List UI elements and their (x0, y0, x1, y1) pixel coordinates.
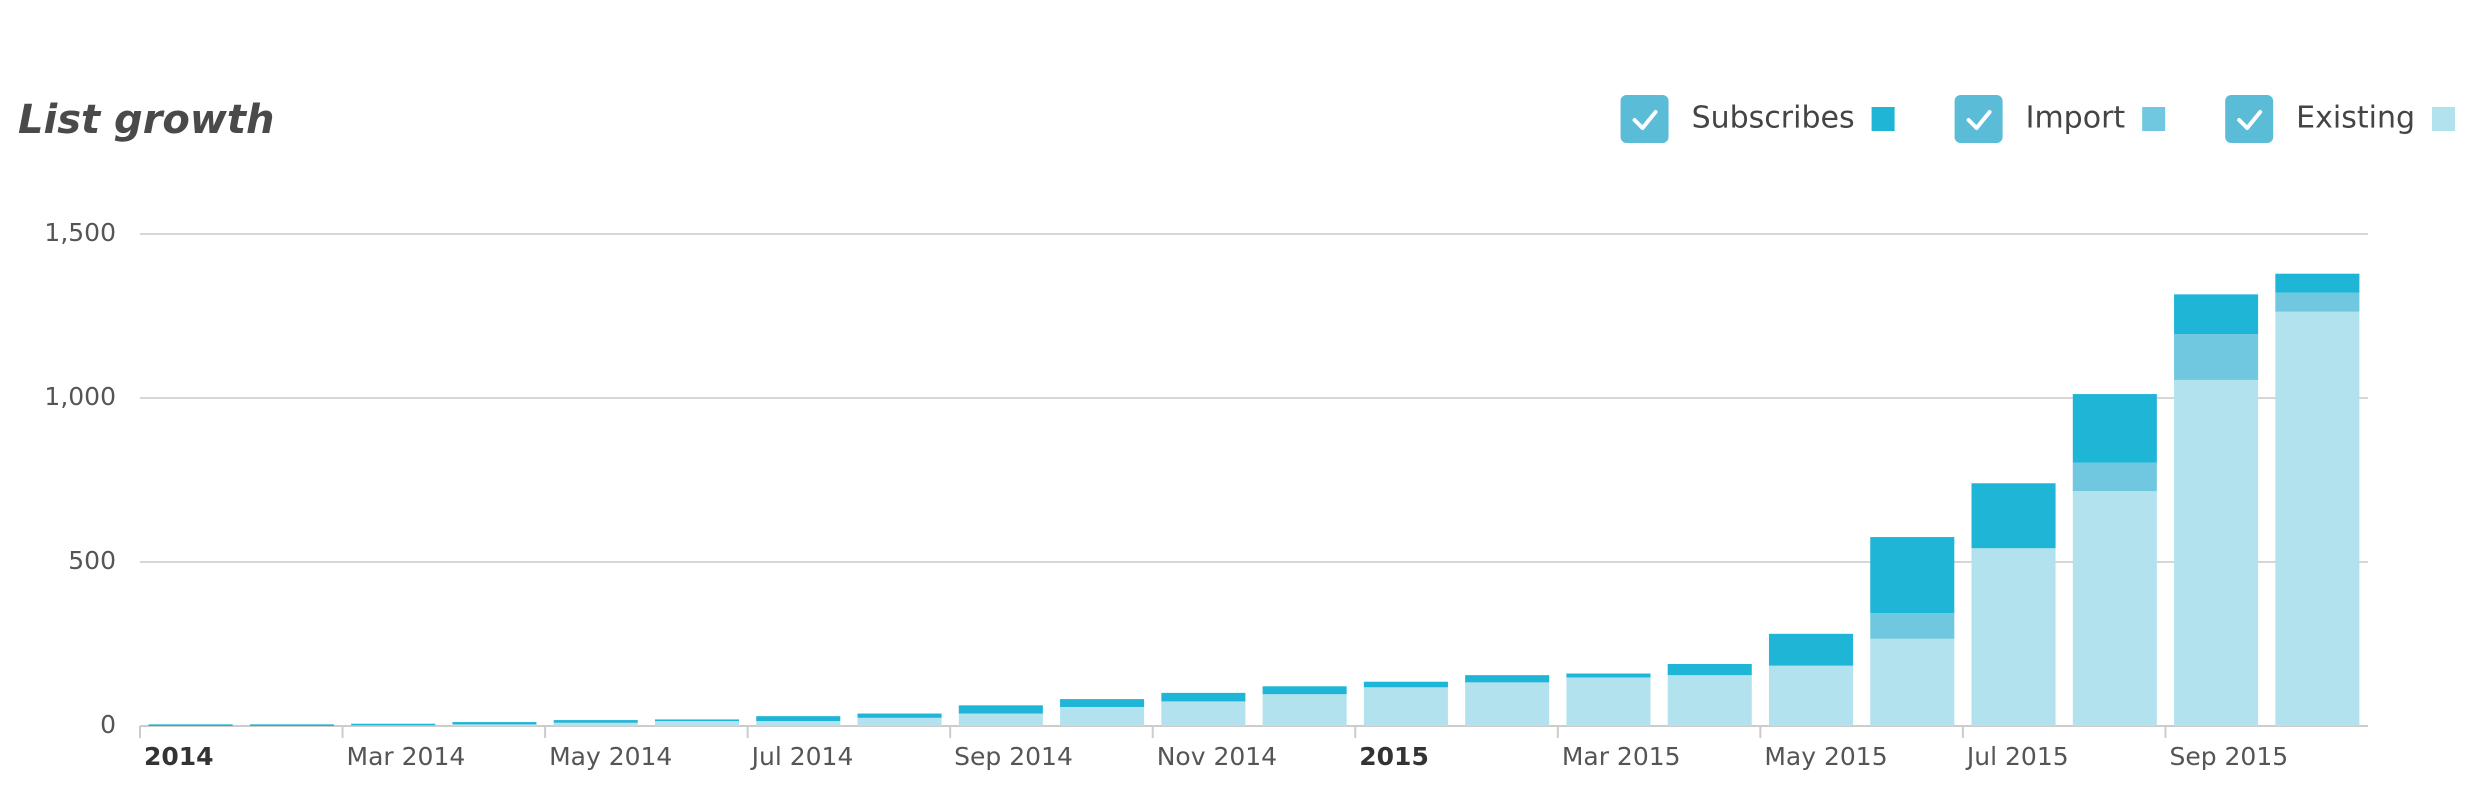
bar-segment (1566, 673, 1651, 678)
bar-segment (1870, 638, 1955, 726)
bar-segment (1870, 537, 1955, 614)
bar-segment (2275, 292, 2360, 312)
bar-segment (452, 724, 537, 726)
bar-segment (1465, 675, 1550, 683)
checkmark (2237, 110, 2263, 130)
x-tick-label: Mar 2014 (347, 742, 466, 771)
bar-segment (1262, 686, 1347, 695)
legend-checkbox (1620, 95, 1669, 143)
bar-segment (2072, 394, 2157, 463)
bar-segment (1870, 613, 1955, 639)
bar-segment (958, 705, 1043, 714)
bar-segment (2174, 379, 2259, 726)
x-tick-label: Mar 2015 (1562, 742, 1681, 771)
bar-segment (1060, 706, 1145, 726)
bar-segment (1262, 694, 1347, 726)
bar-segment (654, 721, 740, 726)
bar-segment (1060, 699, 1145, 707)
bar-segment (553, 720, 638, 723)
bar-segment (857, 713, 942, 718)
bar-segment (857, 717, 942, 726)
bar-segment (1768, 665, 1854, 726)
x-tick-label: Jul 2014 (750, 742, 854, 771)
bar-segment (1667, 675, 1752, 726)
bar-segment (2174, 294, 2259, 335)
bar-segment (1971, 483, 2056, 549)
x-tick-label: Nov 2014 (1157, 742, 1277, 771)
bar-segment (756, 721, 841, 726)
legend-label: Subscribes (1692, 101, 1855, 136)
y-tick-label: 1,500 (44, 218, 116, 247)
checkmark (1966, 110, 1992, 130)
x-tick-label: Jul 2015 (1965, 742, 2069, 771)
bar-segment (351, 723, 436, 726)
chart-title: List growth (18, 97, 274, 143)
legend-label: Import (2026, 101, 2126, 136)
bar-segment (2174, 334, 2259, 380)
bar-segment (756, 716, 841, 722)
x-tick-label: Sep 2014 (954, 742, 1073, 771)
bar-segment (1363, 681, 1448, 688)
bar-segment (351, 725, 436, 726)
legend-swatch (2142, 107, 2166, 131)
bar-segment (1465, 682, 1550, 726)
bar-segment (1363, 687, 1448, 726)
x-tick-label: May 2014 (549, 742, 672, 771)
legend-swatch (1871, 107, 1895, 131)
bar-segment (249, 724, 334, 726)
bar-segment (654, 719, 740, 722)
bar-segment (1161, 692, 1246, 702)
legend-checkbox (2225, 95, 2274, 143)
bar-segment (958, 713, 1043, 726)
bar-segment (1667, 664, 1752, 676)
bar-segment (1566, 677, 1651, 726)
legend-swatch (2432, 107, 2455, 131)
bar-segment (1971, 548, 2056, 726)
legend: Existing Import Subscribes (1620, 95, 2455, 143)
bar-segment (2275, 311, 2360, 726)
bar-segment (553, 722, 638, 726)
bar-segment (1768, 633, 1854, 666)
y-tick-label: 1,000 (44, 382, 116, 411)
x-tick-label: 2014 (144, 742, 214, 771)
bar-segment (2072, 491, 2157, 726)
x-tick-label: 2015 (1359, 742, 1429, 771)
bar-segment (148, 724, 233, 726)
bar-segment (452, 722, 537, 725)
x-tick-label: May 2015 (1764, 742, 1887, 771)
y-tick-label: 500 (68, 546, 116, 575)
bar-segment (2072, 462, 2157, 492)
y-tick-label: 0 (100, 710, 116, 739)
legend-checkbox (1954, 95, 2003, 143)
legend-label: Existing (2296, 101, 2415, 136)
checkmark (1632, 110, 1658, 130)
x-tick-label: Sep 2015 (2169, 742, 2288, 771)
bar-segment (1161, 701, 1246, 726)
bar-segment (2275, 273, 2360, 293)
